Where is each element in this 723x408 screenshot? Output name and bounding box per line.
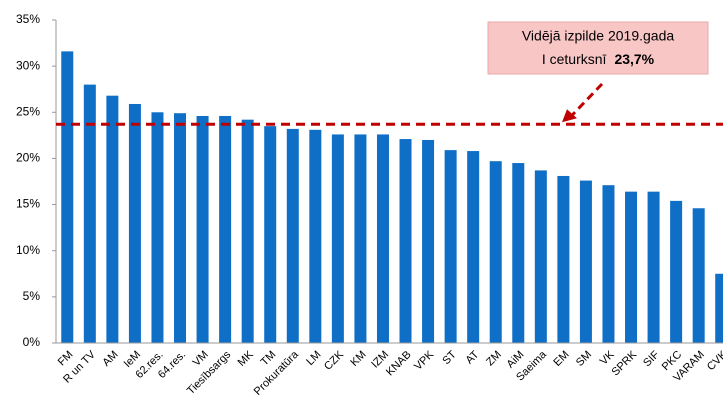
y-tick-label: 30% xyxy=(16,58,40,72)
bar xyxy=(422,139,435,343)
bar xyxy=(196,115,209,343)
bar xyxy=(151,112,164,344)
x-tick-label: CVK xyxy=(705,348,723,373)
x-tick-label: VPK xyxy=(412,348,437,373)
y-tick-label: 5% xyxy=(23,289,41,303)
bar xyxy=(106,95,119,343)
bar xyxy=(264,126,277,343)
x-tick-label: CZK xyxy=(322,348,347,373)
arrow-head xyxy=(562,109,577,123)
x-tick-label: ZM xyxy=(484,349,504,369)
annotation-line2: I ceturksnī 23,7% xyxy=(542,51,655,67)
bar xyxy=(128,103,141,343)
annotation-line1: Vidējā izpilde 2019.gada xyxy=(522,28,675,44)
bar xyxy=(489,161,502,343)
y-tick-label: 20% xyxy=(16,151,40,165)
y-tick-label: 15% xyxy=(16,197,40,211)
annotation-box xyxy=(487,21,709,75)
x-tick-label: EM xyxy=(551,349,571,369)
bar xyxy=(309,129,322,343)
x-tick-label: KM xyxy=(348,349,368,369)
x-tick-label: SIF xyxy=(641,349,662,370)
bar xyxy=(174,113,187,343)
bar xyxy=(557,175,570,343)
y-tick-label: 35% xyxy=(16,12,40,26)
x-tick-label: SPRK xyxy=(610,348,640,378)
bar xyxy=(692,208,705,343)
bar xyxy=(534,170,547,343)
bar xyxy=(512,163,525,343)
bar xyxy=(241,119,254,343)
x-tick-label: SM xyxy=(574,349,594,369)
bar xyxy=(83,84,96,343)
bar xyxy=(331,134,344,343)
bar xyxy=(286,128,299,343)
x-tick-label: ST xyxy=(440,348,459,367)
bar xyxy=(444,150,457,343)
annotation-value: 23,7% xyxy=(614,51,654,67)
annotation-text: I ceturksnī xyxy=(542,51,607,67)
x-tick-label: LM xyxy=(304,349,323,368)
bar xyxy=(354,134,367,343)
x-tick-label: Tiesībsargs xyxy=(185,348,234,397)
bar xyxy=(715,273,723,343)
bar xyxy=(467,151,480,343)
x-tick-label: KNAB xyxy=(384,349,414,379)
y-tick-label: 10% xyxy=(16,243,40,257)
x-tick-label: AM xyxy=(100,349,120,369)
bar xyxy=(376,134,389,343)
bar xyxy=(219,115,232,343)
y-tick-label: 25% xyxy=(16,104,40,118)
x-tick-label: AT xyxy=(463,348,481,366)
bar xyxy=(647,191,660,343)
bar xyxy=(625,191,638,343)
bar xyxy=(399,139,412,343)
x-tick-label: MK xyxy=(236,348,257,369)
bar xyxy=(670,200,683,343)
y-tick-label: 0% xyxy=(23,335,41,349)
bar xyxy=(579,180,592,343)
bar xyxy=(602,185,615,343)
annotation-arrow xyxy=(570,82,604,117)
bar xyxy=(61,51,74,344)
